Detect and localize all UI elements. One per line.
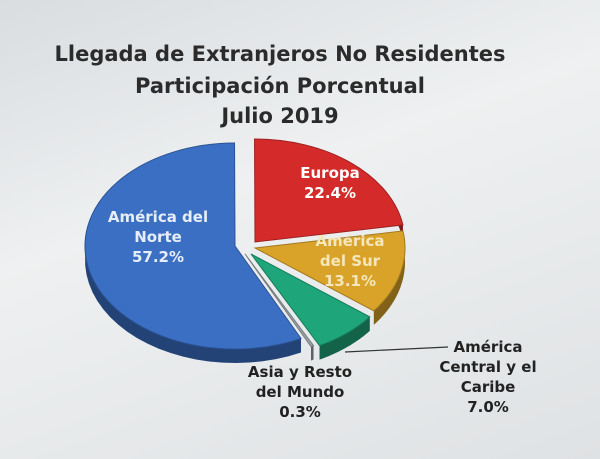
chart-title: Llegada de Extranjeros No Residentes [54,42,506,66]
pie-slice [244,253,315,348]
pie-slice [254,138,404,243]
slice-label: Europa 22.4% [300,164,360,202]
slice-label: América del Norte 57.2% [108,208,208,266]
leader-line [344,346,449,353]
pie-slice-side [319,316,370,360]
pie-slice [84,142,302,350]
pie-slice [253,230,406,312]
slice-label: América Central y el Caribe 7.0% [439,338,536,416]
slice-label: Asia y Resto del Mundo 0.3% [248,363,352,421]
pie-slice [250,253,371,347]
slice-label: América del Sur 13.1% [316,232,385,290]
chart-subtitle: Participación Porcentual [135,74,425,98]
pie-slice-side [310,345,314,361]
chart-period: Julio 2019 [221,104,339,128]
